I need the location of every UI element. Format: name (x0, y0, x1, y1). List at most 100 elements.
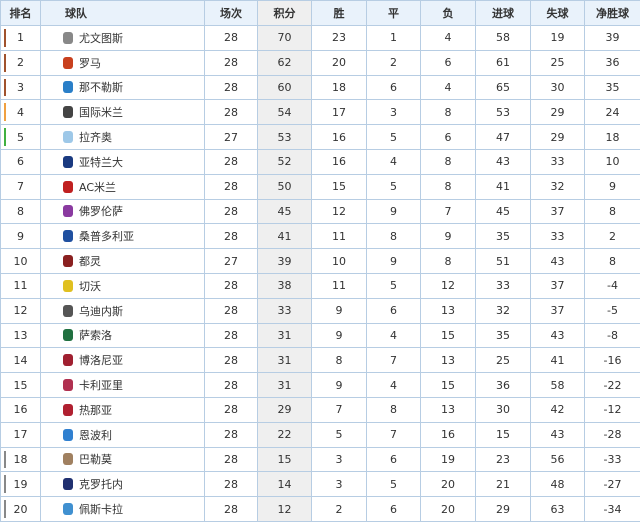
header-rank[interactable]: 排名 (1, 1, 41, 26)
team-name[interactable]: 博洛尼亚 (79, 354, 123, 367)
team-cell[interactable]: 恩波利 (41, 422, 205, 447)
goals-against-cell: 29 (531, 125, 585, 150)
goals-against-cell: 43 (531, 249, 585, 274)
rank-cell: 1 (1, 26, 41, 51)
team-cell[interactable]: 切沃 (41, 273, 205, 298)
wins-cell: 15 (312, 174, 367, 199)
team-name[interactable]: 都灵 (79, 255, 101, 268)
team-cell[interactable]: 萨索洛 (41, 323, 205, 348)
team-name[interactable]: 亚特兰大 (79, 156, 123, 169)
header-goal-diff[interactable]: 净胜球 (585, 1, 640, 26)
team-name[interactable]: 乌迪内斯 (79, 305, 123, 318)
played-cell: 28 (205, 422, 258, 447)
team-cell[interactable]: 亚特兰大 (41, 149, 205, 174)
played-cell: 28 (205, 224, 258, 249)
team-name[interactable]: 恩波利 (79, 429, 112, 442)
team-name[interactable]: 尤文图斯 (79, 32, 123, 45)
rank: 10 (14, 255, 28, 268)
header-losses[interactable]: 负 (421, 1, 476, 26)
team-cell[interactable]: 拉齐奥 (41, 125, 205, 150)
team-cell[interactable]: 乌迪内斯 (41, 298, 205, 323)
team-name[interactable]: 佩斯卡拉 (79, 503, 123, 516)
rank-cell: 19 (1, 472, 41, 497)
goals-for-cell: 23 (476, 447, 531, 472)
team-cell[interactable]: 热那亚 (41, 397, 205, 422)
team-cell[interactable]: 都灵 (41, 249, 205, 274)
team-cell[interactable]: 桑普多利亚 (41, 224, 205, 249)
header-draws[interactable]: 平 (367, 1, 421, 26)
team-name[interactable]: 罗马 (79, 57, 101, 70)
losses-cell: 20 (421, 472, 476, 497)
header-played[interactable]: 场次 (205, 1, 258, 26)
team-cell[interactable]: 卡利亚里 (41, 373, 205, 398)
header-wins[interactable]: 胜 (312, 1, 367, 26)
wins-cell: 16 (312, 125, 367, 150)
team-name[interactable]: AC米兰 (79, 181, 116, 194)
rank-cell: 7 (1, 174, 41, 199)
goals-against-cell: 37 (531, 273, 585, 298)
team-name[interactable]: 萨索洛 (79, 329, 112, 342)
team-name[interactable]: 那不勒斯 (79, 81, 123, 94)
team-cell[interactable]: 佛罗伦萨 (41, 199, 205, 224)
team-name[interactable]: 佛罗伦萨 (79, 205, 123, 218)
draws-cell: 7 (367, 422, 421, 447)
wins-cell: 16 (312, 149, 367, 174)
team-name[interactable]: 国际米兰 (79, 106, 123, 119)
team-name[interactable]: 拉齐奥 (79, 131, 112, 144)
rank: 13 (14, 329, 28, 342)
goals-for-cell: 61 (476, 50, 531, 75)
played-cell: 28 (205, 497, 258, 522)
rank-cell: 9 (1, 224, 41, 249)
draws-cell: 6 (367, 298, 421, 323)
team-cell[interactable]: 罗马 (41, 50, 205, 75)
losses-cell: 19 (421, 447, 476, 472)
header-goals-against[interactable]: 失球 (531, 1, 585, 26)
zone-indicator (4, 79, 6, 97)
team-cell[interactable]: 博洛尼亚 (41, 348, 205, 373)
points-cell: 31 (258, 348, 312, 373)
team-name[interactable]: 卡利亚里 (79, 379, 123, 392)
team-name[interactable]: 热那亚 (79, 404, 112, 417)
team-cell[interactable]: 佩斯卡拉 (41, 497, 205, 522)
wins-cell: 3 (312, 447, 367, 472)
team-cell[interactable]: 巴勒莫 (41, 447, 205, 472)
rank: 11 (14, 279, 28, 292)
team-logo-icon (63, 280, 73, 292)
team-name[interactable]: 克罗托内 (79, 478, 123, 491)
team-cell[interactable]: 国际米兰 (41, 100, 205, 125)
goal-diff-cell: -4 (585, 273, 640, 298)
team-cell[interactable]: 尤文图斯 (41, 26, 205, 51)
team-name[interactable]: 桑普多利亚 (79, 230, 134, 243)
header-points[interactable]: 积分 (258, 1, 312, 26)
losses-cell: 9 (421, 224, 476, 249)
team-cell[interactable]: 那不勒斯 (41, 75, 205, 100)
header-team[interactable]: 球队 (41, 1, 205, 26)
header-goals-for[interactable]: 进球 (476, 1, 531, 26)
team-name[interactable]: 巴勒莫 (79, 453, 112, 466)
team-cell[interactable]: AC米兰 (41, 174, 205, 199)
team-cell[interactable]: 克罗托内 (41, 472, 205, 497)
wins-cell: 3 (312, 472, 367, 497)
team-name[interactable]: 切沃 (79, 280, 101, 293)
points-cell: 15 (258, 447, 312, 472)
